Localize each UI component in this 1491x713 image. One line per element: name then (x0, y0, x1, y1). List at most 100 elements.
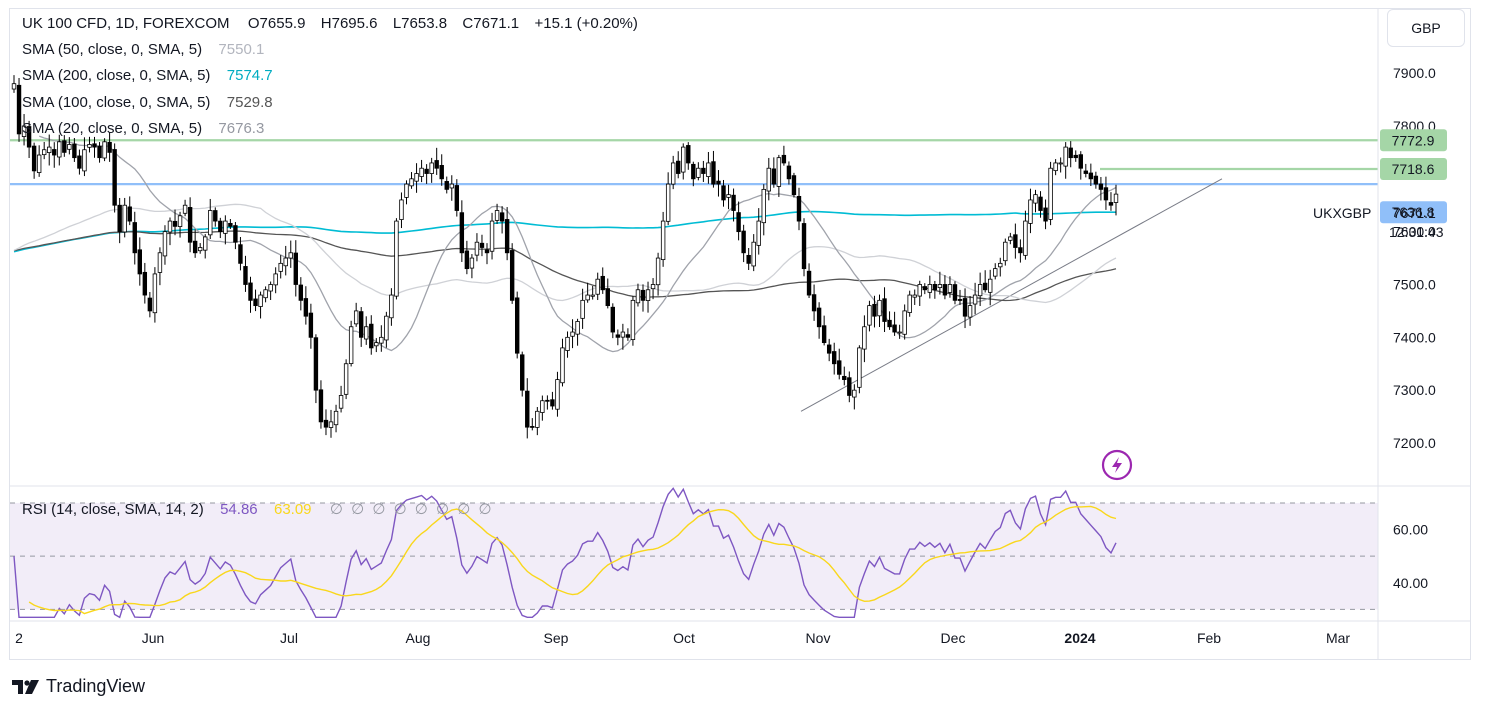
resistance-top-tag: 7772.9 (1392, 132, 1435, 148)
candle-body (449, 183, 454, 189)
ohlc-high: H7695.6 (320, 15, 378, 32)
candle-body (514, 297, 520, 354)
candle-body (203, 236, 208, 251)
rsi-value: 54.86 (220, 501, 258, 518)
candle-body (525, 390, 530, 428)
symbol-legend[interactable]: UK 100 CFD, 1D, FOREXCOM O7655.9 H7695.6… (22, 15, 638, 32)
indicator-label: SMA (50, close, 0, SMA, 5) (22, 41, 203, 58)
candle-body (1003, 241, 1008, 262)
candle-body (142, 271, 148, 296)
candle-body (882, 298, 887, 322)
candle-body (947, 284, 953, 293)
candle-body (741, 230, 746, 254)
candle-body (469, 257, 475, 269)
indicator-legend-sma200[interactable]: SMA (200, close, 0, SMA, 5) 7574.7 (22, 67, 273, 84)
candle-body (489, 220, 495, 252)
indicator-legend-sma100[interactable]: SMA (100, close, 0, SMA, 5) 7529.8 (22, 94, 273, 111)
candle-body (530, 426, 535, 428)
candle-body (922, 286, 927, 291)
candle-body (897, 331, 902, 334)
candle-body (676, 160, 681, 174)
candle-body (374, 342, 379, 347)
candle-body (993, 268, 998, 277)
currency-label: GBP (1411, 20, 1441, 36)
candle-body (555, 379, 560, 410)
candle-body (998, 262, 1003, 268)
candle-body (635, 289, 641, 304)
candle-body (1038, 196, 1043, 211)
candle-body (756, 220, 761, 246)
candle-body (47, 146, 52, 153)
candle-body (92, 143, 97, 148)
countdown-tag: 12:31:43 (1389, 224, 1444, 240)
resistance-top-tag-bg (1380, 129, 1447, 152)
candle-body (258, 294, 263, 307)
indicator-label: SMA (200, close, 0, SMA, 5) (22, 67, 211, 84)
candle-body (394, 220, 399, 297)
lightning-icon[interactable] (1101, 449, 1133, 481)
candle-body (937, 284, 943, 289)
price-tick-label: 7600.0 (1393, 224, 1436, 240)
candle-body (1013, 234, 1018, 248)
currency-button[interactable]: GBP (1387, 9, 1465, 47)
candle-body (479, 242, 485, 248)
candle-body (338, 395, 344, 409)
candle-body (811, 294, 817, 312)
candle-body (499, 212, 505, 222)
candle-body (1053, 162, 1058, 172)
candle-body (867, 305, 872, 326)
candle-body (696, 167, 701, 178)
candle-body (213, 210, 218, 222)
candle-body (681, 146, 686, 173)
candle-body (872, 303, 877, 317)
rsi-label: RSI (14, close, SMA, 14, 2) (22, 501, 204, 518)
rsi-extras: ∅ ∅ ∅ ∅ ∅ ∅ ∅ ∅ (329, 501, 494, 518)
candle-body (912, 294, 917, 298)
candle-body (761, 188, 766, 224)
price-tick-label: 7200.0 (1393, 435, 1436, 451)
candle-body (796, 195, 802, 222)
trend-line (800, 178, 1223, 412)
candle-body (404, 183, 409, 198)
candle-body (902, 310, 907, 335)
candle-body (771, 168, 777, 185)
candle-body (837, 360, 842, 375)
price-tick-label: 7900.0 (1393, 65, 1436, 81)
candle-body (278, 262, 283, 272)
candle-body (917, 284, 922, 297)
tradingview-logo[interactable]: TradingView (12, 676, 145, 697)
candle-body (982, 282, 988, 291)
candle-body (494, 210, 500, 221)
candle-body (484, 249, 490, 254)
indicator-legend-sma50[interactable]: SMA (50, close, 0, SMA, 5) 7550.1 (22, 41, 264, 58)
candle-body (610, 306, 616, 333)
candle-body (620, 331, 626, 338)
candle-body (1048, 167, 1053, 220)
candle-body (791, 175, 797, 196)
candle-body (424, 168, 429, 174)
candle-body (640, 289, 646, 301)
candle-body (353, 310, 359, 325)
candle-body (172, 220, 178, 227)
candle-body (36, 154, 42, 173)
time-tick-label: 2024 (1064, 630, 1095, 646)
rsi-legend[interactable]: RSI (14, close, SMA, 14, 2) 54.86 63.09 … (22, 500, 494, 518)
candle-body (77, 155, 82, 169)
candle-body (439, 165, 444, 180)
candle-body (826, 344, 832, 354)
indicator-legend-sma20[interactable]: SMA (20, close, 0, SMA, 5) 7676.3 (22, 120, 264, 137)
candle-body (419, 167, 424, 177)
candle-body (62, 140, 67, 153)
indicator-value: 7529.8 (226, 94, 273, 111)
candle-body (766, 167, 771, 192)
candle-body (1073, 154, 1078, 159)
candle-body (41, 149, 47, 156)
candle-body (303, 298, 309, 317)
candle-body (977, 284, 983, 297)
candle-body (781, 154, 787, 164)
candle-body (1088, 172, 1094, 180)
candle-body (167, 220, 173, 233)
candle-body (152, 273, 158, 314)
time-tick-label: Jun (142, 630, 165, 646)
